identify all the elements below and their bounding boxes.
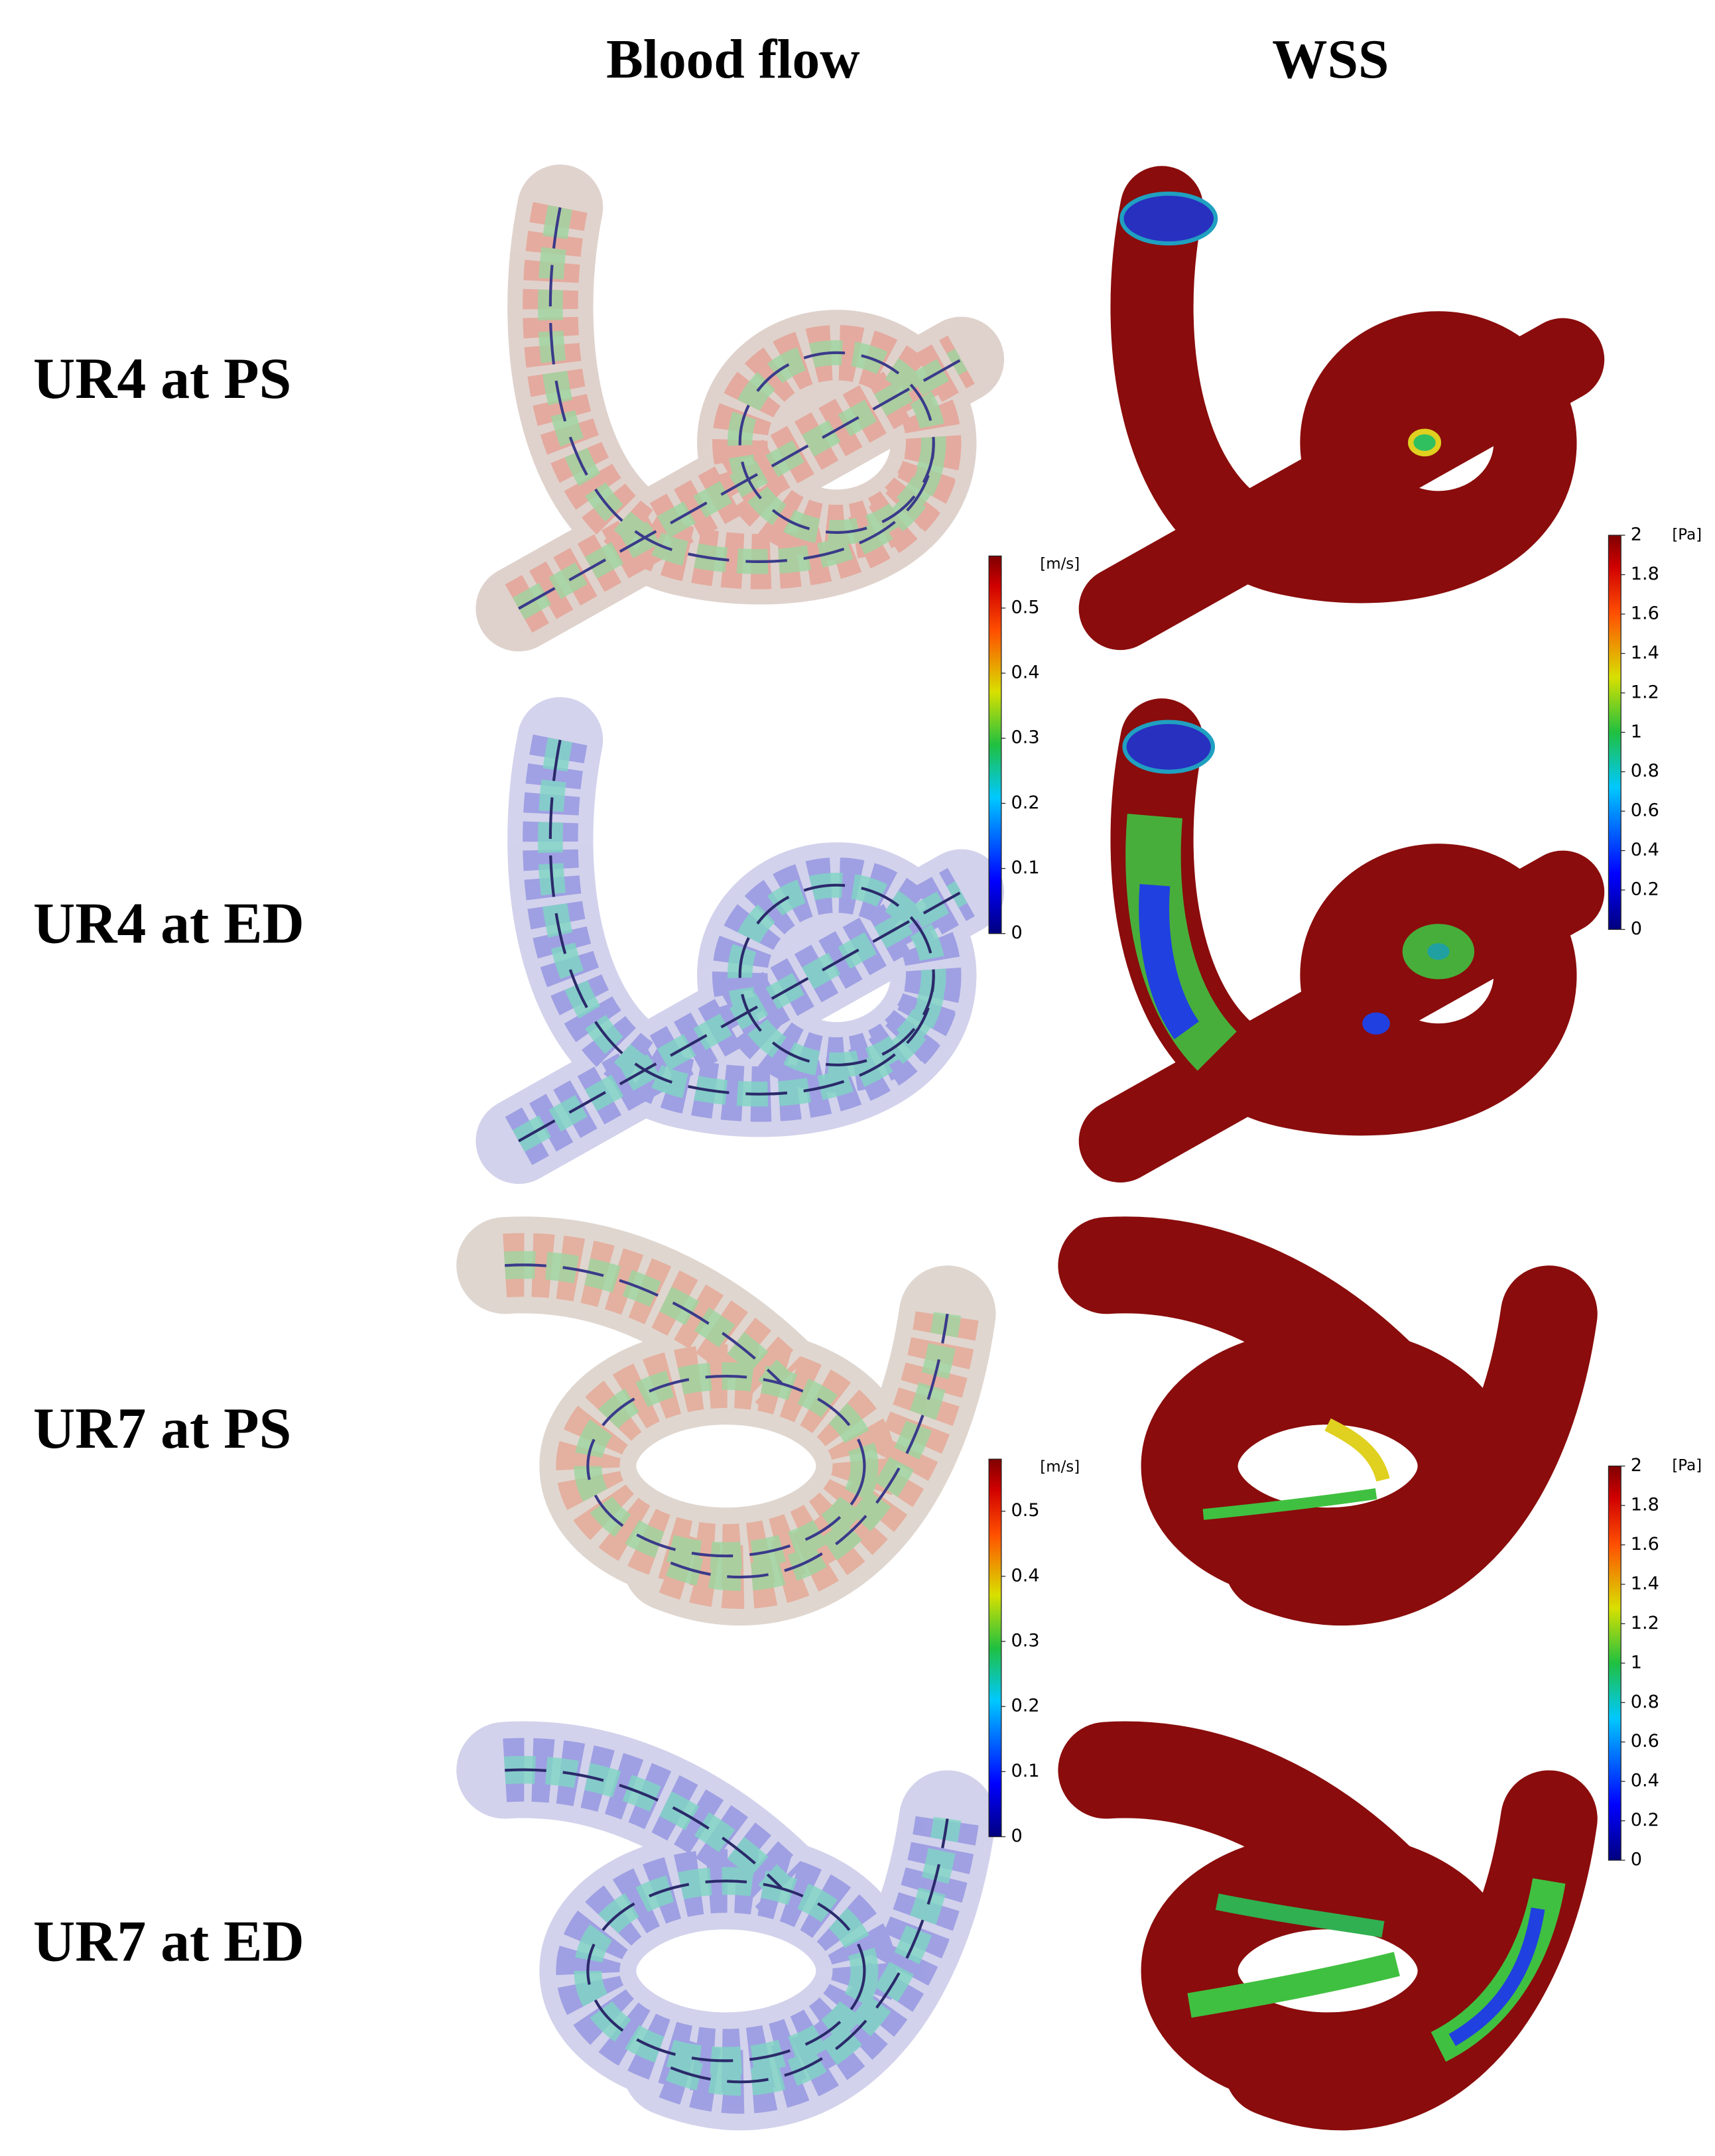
colorbar-tick-label: 1.4 (1631, 1573, 1659, 1594)
colorbar-tick-label: 0.5 (1011, 597, 1040, 617)
colorbar-tick-label: 0.2 (1011, 793, 1040, 813)
colorbar-tick-label: 1.4 (1631, 643, 1659, 663)
flow-render (505, 1770, 947, 2082)
wss-render (1106, 1265, 1549, 1577)
colorbar-tick-label: 1.8 (1631, 1495, 1659, 1515)
colorbar: 0 0.1 0.2 0.3 0.4 0.5 [m/s] (988, 555, 1080, 943)
colorbar-tick-label: 0.6 (1631, 800, 1659, 821)
colorbar-tick-label: 0.1 (1011, 1761, 1040, 1781)
colorbar-tick-label: 1.2 (1631, 1613, 1659, 1633)
colorbar-tick-label: 1 (1631, 722, 1642, 742)
figure-body: Blood flow WSS UR4 at PS UR4 at ED UR7 a… (33, 29, 1702, 2082)
colorbar-tick-label: 0.3 (1011, 1631, 1040, 1651)
colorbar-tick-label: 0.2 (1631, 1810, 1659, 1830)
row-label: UR7 at ED (33, 1909, 304, 1973)
colorbar-unit: [m/s] (1040, 1458, 1080, 1476)
colorbar: 0 0.1 0.2 0.3 0.4 0.5 [m/s] (988, 1458, 1080, 1846)
colorbar-tick-label: 0.6 (1631, 1731, 1659, 1751)
colorbar-tick-label: 0.3 (1011, 728, 1040, 748)
colorbar-tick-label: 0 (1011, 1826, 1023, 1846)
colorbar-tick-label: 0 (1631, 1849, 1642, 1870)
colorbar-tick-label: 1.2 (1631, 682, 1659, 702)
colorbar-tick-label: 1.6 (1631, 603, 1659, 623)
row-label: UR7 at PS (33, 1396, 291, 1460)
colorbar-tick-label: 2 (1631, 525, 1642, 545)
colorbar-tick-label: 1.6 (1631, 1534, 1659, 1554)
colorbar-gradient (1608, 535, 1621, 930)
column-header: WSS (1272, 29, 1389, 90)
colorbar-gradient (988, 555, 1002, 934)
flow-render (519, 208, 961, 609)
colorbar-tick-label: 0.8 (1631, 1692, 1659, 1712)
row-label: UR4 at PS (33, 346, 291, 411)
column-header: Blood flow (606, 29, 859, 90)
colorbar: 0 0.2 0.4 0.6 0.8 1 1.2 1.4 1.6 1.8 2 [Pa] (1608, 1455, 1702, 1870)
colorbar-tick-label: 0.4 (1011, 663, 1040, 683)
colorbar-tick-label: 0.4 (1631, 840, 1659, 860)
colorbar-tick-label: 0.8 (1631, 761, 1659, 781)
colorbar: 0 0.2 0.4 0.6 0.8 1 1.2 1.4 1.6 1.8 2 [Pa] (1608, 525, 1702, 939)
colorbar-tick-label: 0.2 (1011, 1696, 1040, 1716)
colorbar-tick-label: 2 (1631, 1455, 1642, 1476)
colorbar-tick-label: 0 (1011, 922, 1023, 943)
colorbar-unit: [Pa] (1672, 1457, 1702, 1474)
colorbar-unit: [m/s] (1040, 555, 1080, 572)
colorbar-tick-label: 0.4 (1631, 1771, 1659, 1791)
colorbar-tick-label: 0.1 (1011, 857, 1040, 878)
row-label: UR4 at ED (33, 891, 304, 956)
wss-render (1106, 1770, 1549, 2082)
colorbar-tick-label: 0.2 (1631, 879, 1659, 900)
colorbar-gradient (988, 1458, 1002, 1838)
wss-render (1120, 194, 1562, 609)
colorbar-gradient (1608, 1466, 1621, 1861)
wss-render (1120, 722, 1562, 1141)
colorbar-tick-label: 0.5 (1011, 1500, 1040, 1521)
colorbar-unit: [Pa] (1672, 527, 1702, 544)
colorbar-tick-label: 1.8 (1631, 564, 1659, 584)
flow-render (519, 740, 961, 1141)
colorbar-tick-label: 0 (1631, 919, 1642, 939)
flow-render (505, 1265, 947, 1577)
colorbar-tick-label: 0.4 (1011, 1565, 1040, 1586)
colorbar-tick-label: 1 (1631, 1652, 1642, 1673)
